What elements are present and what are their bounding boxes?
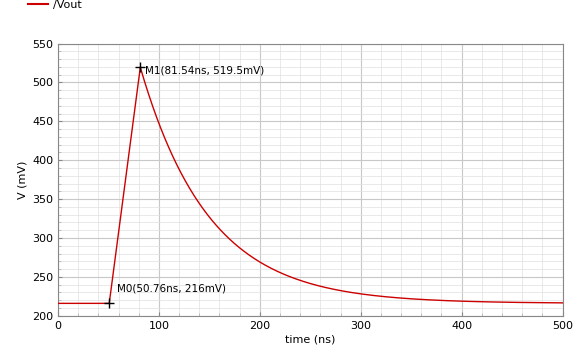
- Text: M0(50.76ns, 216mV): M0(50.76ns, 216mV): [117, 284, 226, 294]
- X-axis label: time (ns): time (ns): [285, 335, 335, 345]
- Legend: /Vout: /Vout: [28, 0, 81, 10]
- Y-axis label: V (mV): V (mV): [18, 160, 28, 199]
- Text: M1(81.54ns, 519.5mV): M1(81.54ns, 519.5mV): [146, 65, 264, 76]
